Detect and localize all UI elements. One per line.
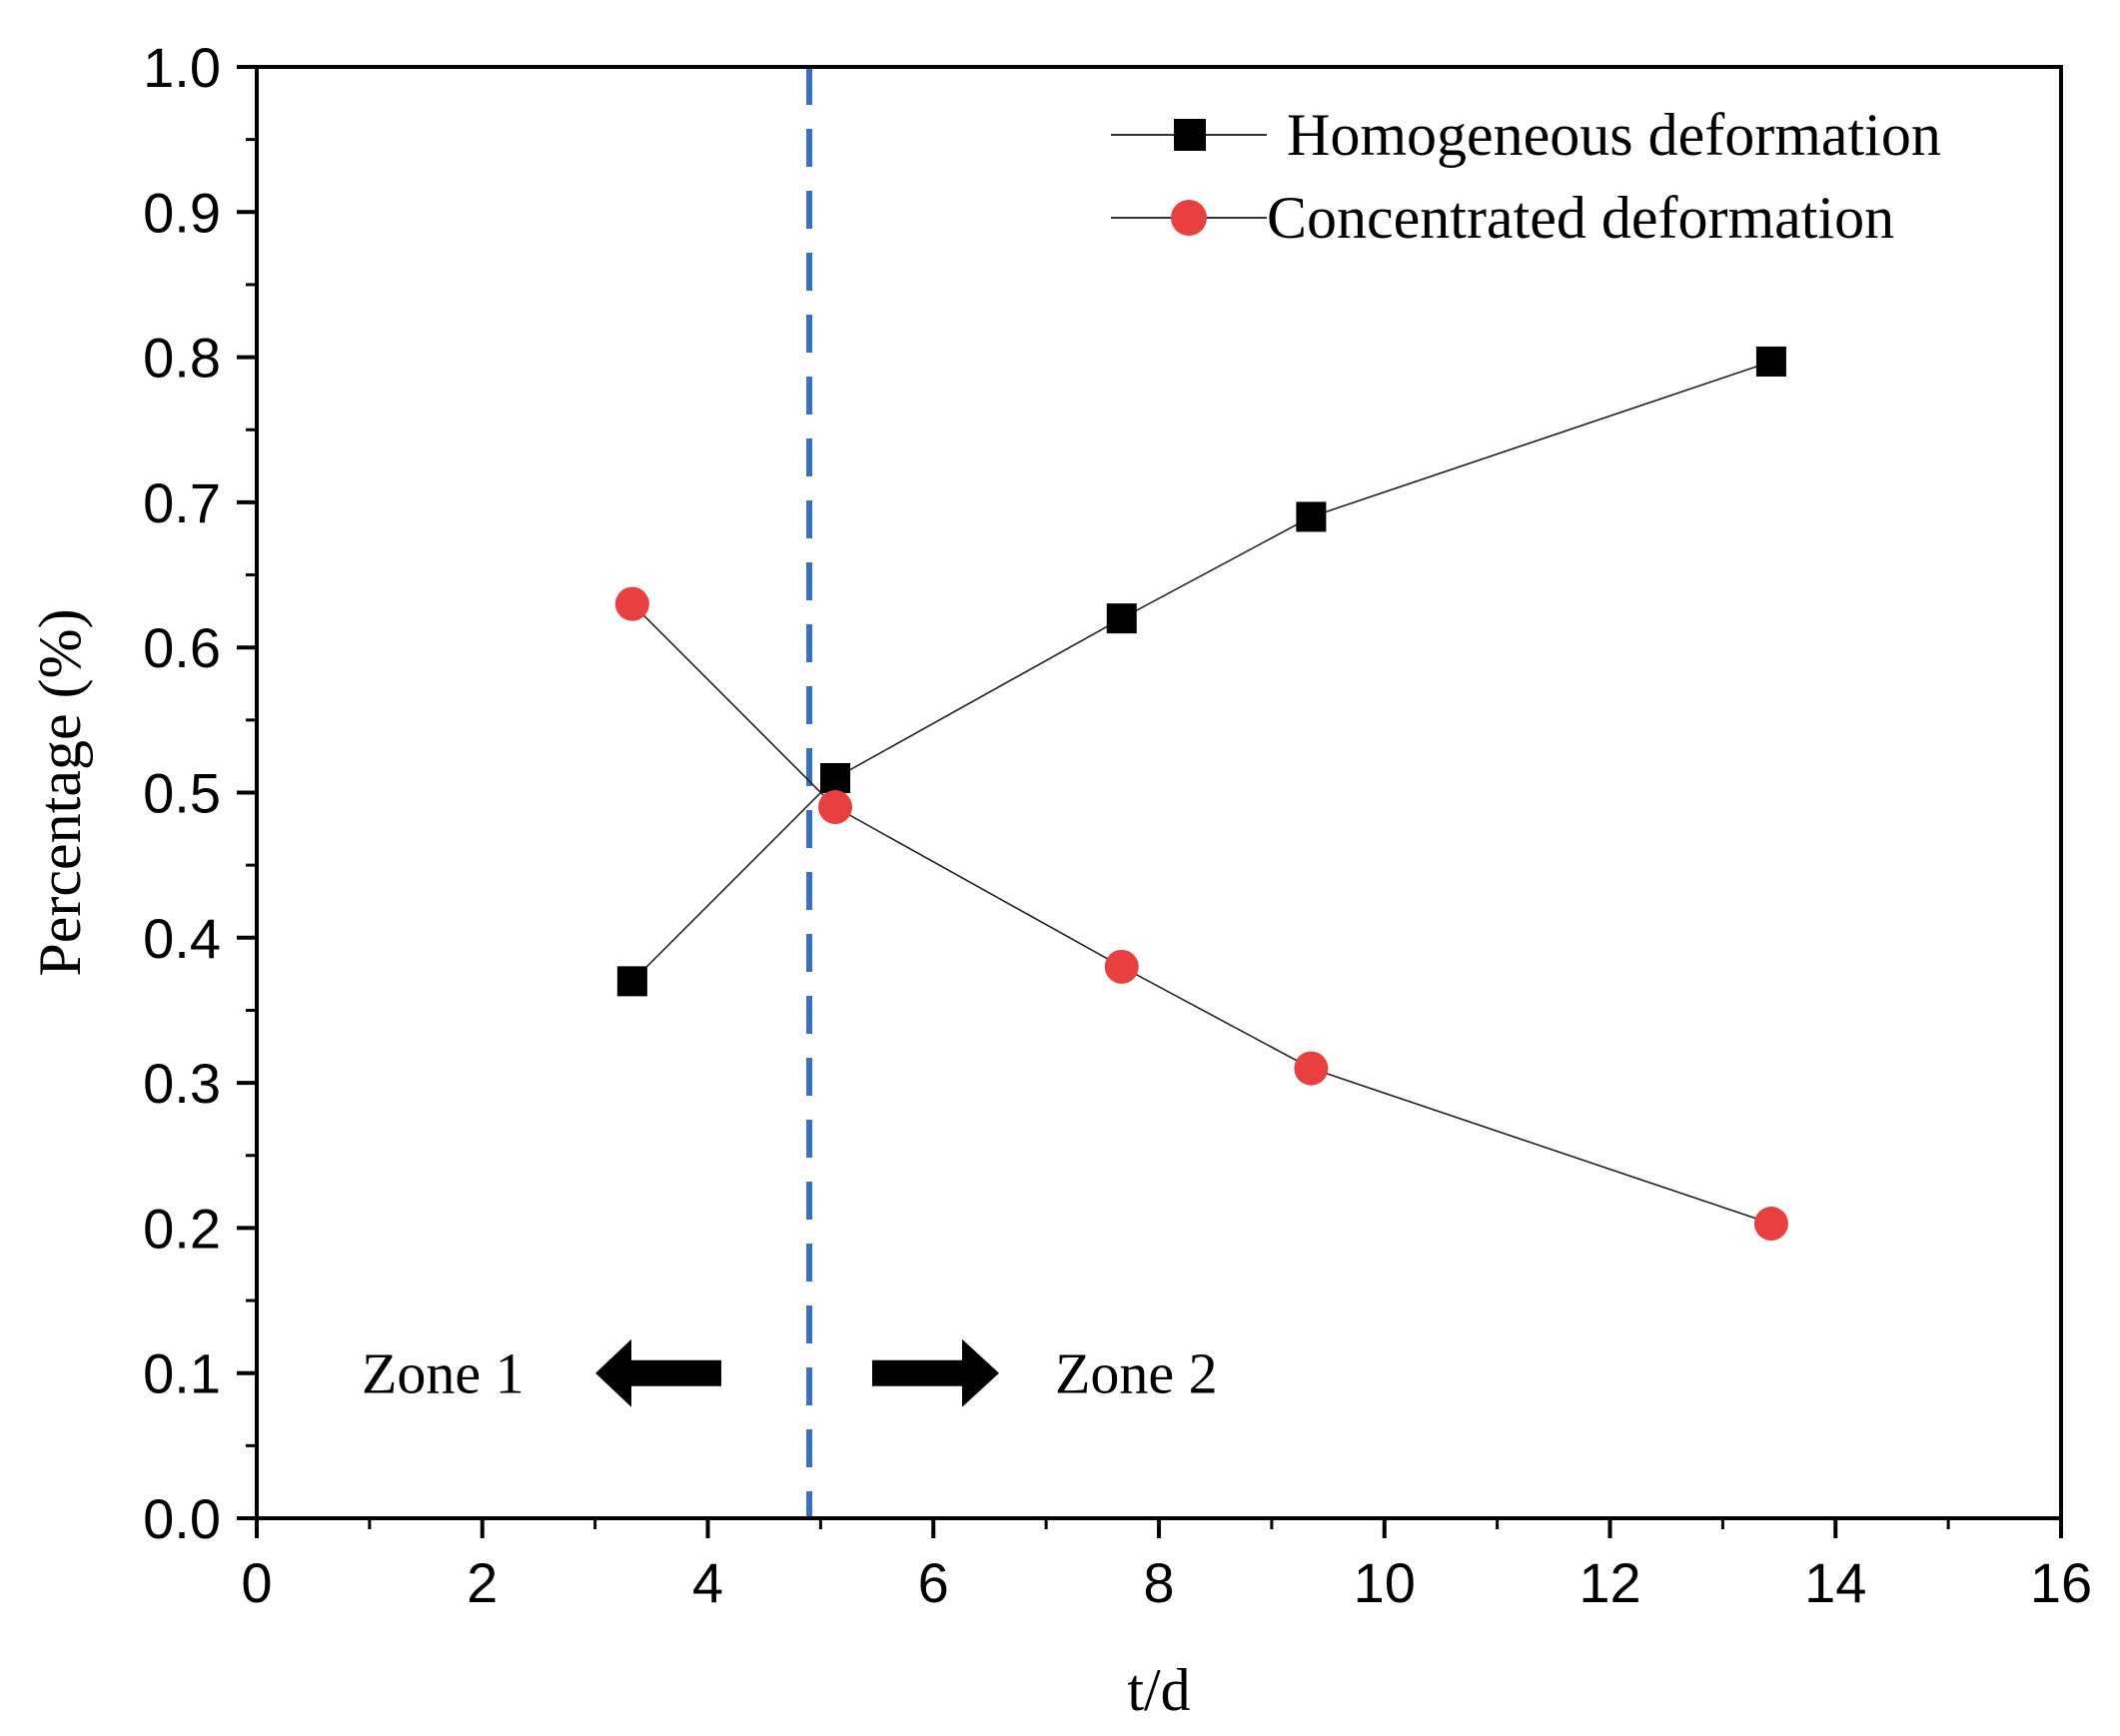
axis-tick-labels: 0 2 4 6 8 10 12 14 16 0.0 0.1 0.2 0.3 0.4 0.5 0.6 0.7 0.8…: [143, 36, 2092, 1614]
x-tick-label: 16: [2030, 1551, 2092, 1614]
series-line-1: [631, 361, 1772, 982]
series-1-point: [616, 966, 647, 997]
legend-marker-2: [1171, 200, 1207, 236]
y-tick-label: 0.4: [143, 907, 221, 970]
y-tick-label: 0.9: [143, 181, 221, 244]
legend-marker-1: [1174, 119, 1206, 151]
series-2-point: [1104, 949, 1139, 984]
x-tick-label: 4: [692, 1551, 723, 1614]
x-tick-label: 6: [918, 1551, 949, 1614]
y-tick-label: 0.0: [143, 1487, 221, 1550]
series-1-point: [820, 762, 851, 793]
series-2-point: [818, 790, 853, 825]
axis-ticks: [237, 65, 2063, 1538]
x-tick-label: 0: [241, 1551, 272, 1614]
legend-label-1: Homogeneous deformation: [1287, 102, 1941, 168]
series-2-point: [614, 586, 649, 621]
series-1-point: [1296, 501, 1327, 532]
y-tick-label: 0.3: [143, 1052, 221, 1115]
zone-1-label: Zone 1: [362, 1341, 525, 1406]
annotations: Zone 1 Zone 2: [362, 67, 1218, 1518]
y-axis-title: Percentage (%): [27, 608, 93, 976]
series-2-point: [1294, 1051, 1329, 1086]
y-tick-label: 0.6: [143, 616, 221, 679]
series-1-point: [1106, 603, 1137, 634]
y-tick-label: 0.8: [143, 327, 221, 390]
y-tick-label: 0.7: [143, 471, 221, 534]
x-axis-title: t/d: [1127, 1657, 1190, 1723]
series-1-point: [1755, 346, 1786, 377]
legend-label-2: Concentrated deformation: [1267, 185, 1894, 251]
x-tick-label: 10: [1354, 1551, 1416, 1614]
y-tick-label: 0.2: [143, 1197, 221, 1260]
x-tick-label: 8: [1143, 1551, 1174, 1614]
series-2-point: [1753, 1207, 1788, 1242]
y-tick-label: 0.1: [143, 1342, 221, 1405]
plot-frame: [255, 65, 2063, 1520]
zone-2-label: Zone 2: [1055, 1341, 1218, 1406]
x-tick-label: 2: [467, 1551, 498, 1614]
zone-1-arrow: [595, 1338, 721, 1407]
series-line-2: [631, 603, 1772, 1225]
legend: Homogeneous deformation Concentrated defo…: [1111, 102, 1941, 251]
y-tick-label: 1.0: [143, 36, 221, 99]
zone-2-arrow: [872, 1338, 999, 1407]
y-tick-label: 0.5: [143, 762, 221, 825]
x-tick-label: 12: [1579, 1551, 1640, 1614]
x-tick-label: 14: [1804, 1551, 1866, 1614]
series-group: [614, 346, 1788, 1242]
